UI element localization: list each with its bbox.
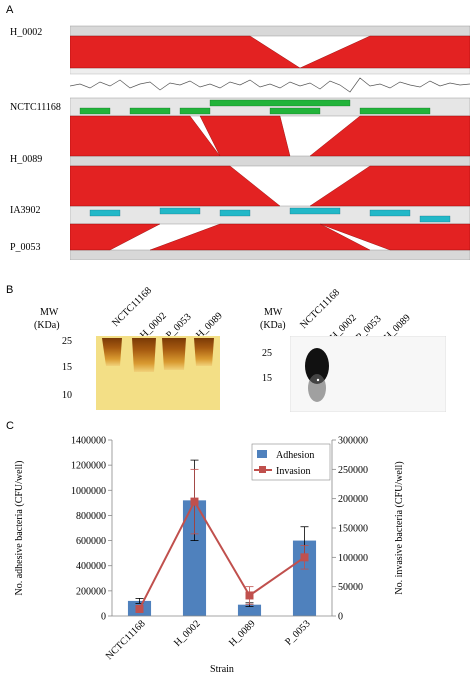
x-axis-label: Strain [210,664,234,675]
y-tick-label-left: 400000 [76,561,106,572]
y-tick-label-right: 150000 [338,524,368,535]
strain-label-ia3902: IA3902 [10,205,41,216]
x-tick-label: H_0002 [172,618,203,649]
x-tick-label: P_0053 [283,618,312,647]
legend-marker-invasion [259,466,266,473]
kda-label-left: (KDa) [34,320,60,331]
lane-label: NCTC11168 [298,287,343,331]
y-tick-label-right: 100000 [338,553,368,564]
legend-label-invasion: Invasion [276,466,310,477]
legend-label-adhesion: Adhesion [276,450,314,461]
silver-stain-gel [96,336,220,410]
y-axis-left-label: No. adhesive bacteria (CFU/well) [14,461,25,596]
synteny-blocks [70,35,470,251]
point-invasion [190,497,199,506]
y-tick-label-left: 800000 [76,511,106,522]
genome-alignment-figure [70,18,470,260]
mw-label-left: MW [40,307,59,318]
y-tick-label-right: 250000 [338,465,368,476]
legend: Adhesion Invasion [251,443,331,481]
bar-adhesion [292,540,317,616]
adhesion-invasion-chart: 1400000120000010000008000006000004000002… [14,436,405,676]
point-invasion [300,553,309,562]
mw-tick-25: 25 [262,348,272,359]
strain-label-nctc11168: NCTC11168 [10,102,61,113]
y-tick-label-right: 0 [338,612,343,623]
strain-label-p0053: P_0053 [10,242,41,253]
x-tick-label: H_0089 [227,618,258,649]
gc-content-plot [70,77,470,93]
genome-track-p0053 [70,249,470,260]
y-tick-label-left: 1400000 [71,436,106,447]
y-tick-label-left: 200000 [76,586,106,597]
panel-c-label: C [6,420,14,432]
panel-b-label: B [6,284,14,296]
y-tick-label-left: 1200000 [71,461,106,472]
kda-label-right: (KDa) [260,320,286,331]
y-tick-label-right: 200000 [338,494,368,505]
point-invasion [245,591,254,600]
y-tick-label-left: 0 [101,612,106,623]
x-tick-label: NCTC11168 [104,618,148,662]
genome-track-h0089 [70,155,470,167]
y-tick-label-left: 1000000 [71,486,106,497]
mw-tick-15: 15 [262,373,272,384]
strain-label-h0089: H_0089 [10,154,43,165]
mw-tick-10: 10 [62,390,72,401]
point-invasion [135,604,144,613]
strain-label-h0002: H_0002 [10,27,43,38]
bar-adhesion [237,604,262,616]
western-blot [290,336,446,412]
legend-swatch-adhesion [257,450,267,458]
y-axis-right-label: No. invasive bacteria (CFU/well) [394,461,405,594]
mw-tick-15: 15 [62,362,72,373]
line-invasion [138,499,306,610]
mw-label-right: MW [264,307,283,318]
bar-adhesion [182,500,207,616]
mw-tick-25: 25 [62,336,72,347]
y-tick-label-right: 50000 [338,582,363,593]
y-tick-label-right: 300000 [338,436,368,447]
panel-a-label: A [6,4,14,16]
y-tick-label-left: 600000 [76,536,106,547]
genome-track-h0002 [70,25,470,37]
